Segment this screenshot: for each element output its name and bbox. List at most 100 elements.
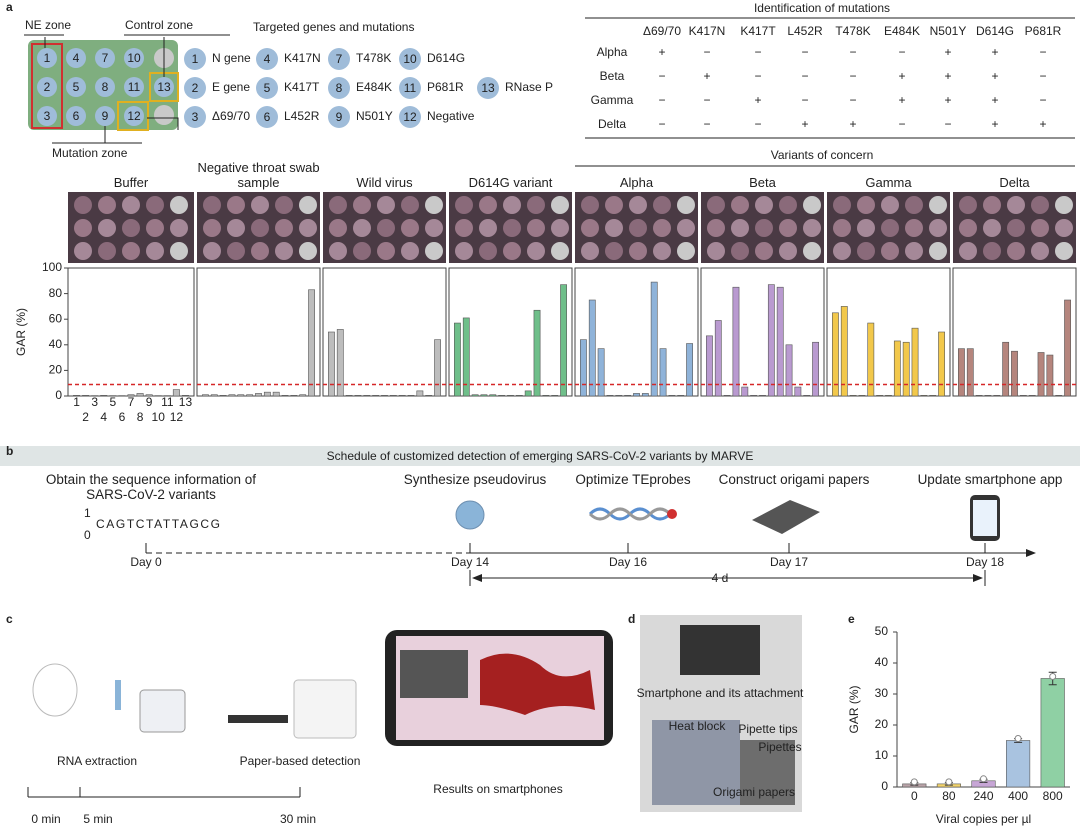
photo-well bbox=[329, 219, 347, 237]
table-cell: − bbox=[754, 69, 761, 83]
photo-well bbox=[677, 242, 695, 260]
photo-well bbox=[629, 242, 647, 260]
table-cell: + bbox=[944, 69, 951, 83]
photo-well bbox=[1007, 219, 1025, 237]
bar bbox=[336, 329, 344, 397]
legend-marker bbox=[328, 106, 350, 128]
legend-marker bbox=[399, 106, 421, 128]
table-header: L452R bbox=[787, 24, 823, 38]
photo-well bbox=[959, 219, 977, 237]
panel-label: b bbox=[6, 444, 13, 458]
bar bbox=[993, 395, 1001, 397]
bar bbox=[398, 395, 406, 397]
photo-well bbox=[401, 219, 419, 237]
photo-well bbox=[605, 219, 623, 237]
photo-well bbox=[98, 219, 116, 237]
bar bbox=[641, 393, 649, 397]
plate-well bbox=[154, 105, 174, 125]
photo-well bbox=[455, 219, 473, 237]
table-cell: − bbox=[754, 45, 761, 59]
table-cell: + bbox=[991, 93, 998, 107]
bar bbox=[1055, 395, 1063, 397]
day-label: Day 18 bbox=[966, 555, 1004, 569]
step-label: Synthesize pseudovirus bbox=[403, 472, 547, 487]
bar bbox=[794, 386, 802, 397]
photo-well bbox=[707, 219, 725, 237]
x-tick-label: 240 bbox=[973, 789, 993, 803]
chart-title: Delta bbox=[999, 175, 1030, 190]
bar bbox=[127, 394, 135, 397]
probe-icon bbox=[667, 509, 677, 519]
well-number: 1 bbox=[44, 51, 51, 65]
photo-well bbox=[959, 196, 977, 214]
bar bbox=[425, 395, 433, 397]
bar bbox=[434, 339, 441, 397]
zone-label: Control zone bbox=[125, 18, 193, 32]
plate-well bbox=[124, 106, 144, 126]
heading: Variants of concern bbox=[771, 148, 874, 162]
step-label: Construct origami papers bbox=[718, 472, 870, 487]
bar bbox=[606, 395, 614, 397]
photo-well bbox=[227, 196, 245, 214]
photo-well bbox=[707, 242, 725, 260]
device-label: Smartphone and its attachment bbox=[637, 686, 804, 700]
legend-label: Negative bbox=[427, 109, 475, 123]
phone-screen bbox=[973, 500, 997, 536]
plot-frame bbox=[196, 267, 321, 397]
photo-well bbox=[833, 219, 851, 237]
table-cell: + bbox=[1039, 117, 1046, 131]
photo-well bbox=[929, 219, 947, 237]
bar bbox=[1046, 354, 1054, 397]
photo-well bbox=[203, 196, 221, 214]
bar bbox=[255, 393, 262, 397]
y-tick-label: 40 bbox=[875, 655, 889, 669]
data-point bbox=[945, 778, 953, 786]
bar bbox=[885, 395, 892, 397]
data-point bbox=[1014, 735, 1022, 742]
photo-well bbox=[1031, 242, 1049, 260]
bar bbox=[1002, 341, 1010, 397]
table-cell: − bbox=[898, 45, 905, 59]
legend-label: D614G bbox=[427, 51, 465, 65]
bar bbox=[911, 327, 919, 397]
y-axis-label: GAR (%) bbox=[847, 685, 861, 733]
bar bbox=[812, 341, 819, 397]
x-tick-label: 800 bbox=[1043, 789, 1063, 803]
data-point bbox=[910, 778, 918, 786]
photo-well bbox=[503, 196, 521, 214]
step-label: Obtain the sequence information of SARS-… bbox=[45, 472, 257, 502]
photo-well bbox=[275, 196, 293, 214]
y-tick-label: 20 bbox=[875, 717, 889, 731]
bar bbox=[372, 395, 380, 397]
photo-well bbox=[74, 196, 92, 214]
table-cell: − bbox=[898, 117, 905, 131]
legend-number: 13 bbox=[481, 81, 495, 95]
photo-well bbox=[275, 242, 293, 260]
panel-label: c bbox=[6, 612, 13, 626]
schedule-title: Schedule of customized detection of emer… bbox=[327, 449, 754, 463]
table-cell: − bbox=[658, 117, 665, 131]
bar bbox=[876, 395, 884, 397]
day-label: Day 17 bbox=[770, 555, 808, 569]
photo-well bbox=[551, 196, 569, 214]
table-header: K417N bbox=[689, 24, 726, 38]
photo-well bbox=[731, 219, 749, 237]
day-label: Day 16 bbox=[609, 555, 647, 569]
bar bbox=[136, 393, 144, 397]
bar bbox=[1064, 299, 1071, 397]
chart-title: Alpha bbox=[619, 175, 654, 190]
x-tick-label: 8 bbox=[137, 410, 144, 424]
legend-number: 11 bbox=[404, 81, 417, 95]
legend-label: E gene bbox=[212, 80, 250, 94]
photo-well bbox=[1007, 242, 1025, 260]
photo-well bbox=[122, 219, 140, 237]
bar bbox=[1037, 352, 1045, 397]
legend-number: 9 bbox=[336, 110, 343, 124]
attachment bbox=[680, 625, 760, 675]
plate-well bbox=[66, 77, 86, 97]
result-image bbox=[400, 650, 468, 698]
photo-well bbox=[527, 196, 545, 214]
table-cell: − bbox=[658, 93, 665, 107]
photo-well bbox=[653, 196, 671, 214]
arrowhead bbox=[973, 574, 983, 582]
